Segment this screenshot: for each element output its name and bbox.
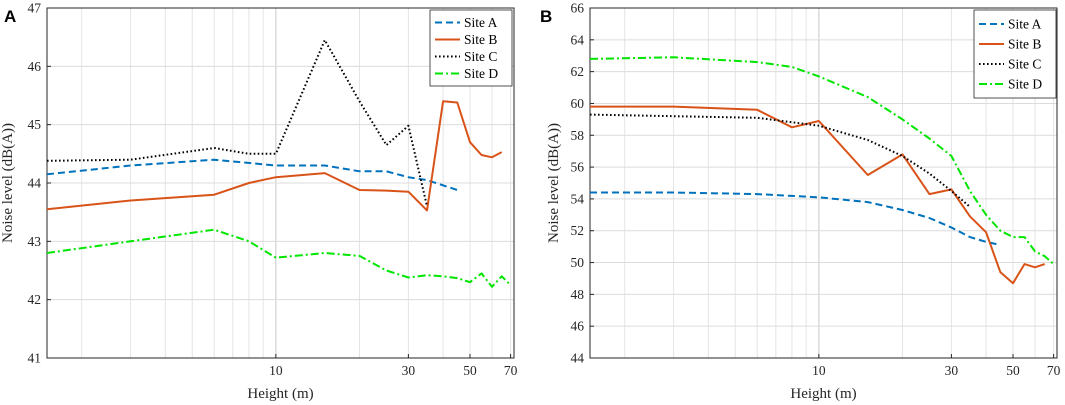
series-line-site-c (47, 39, 428, 207)
legend-label: Site D (464, 66, 498, 81)
series-line-site-d (47, 228, 512, 288)
legend: Site A Site B Site C Site D (973, 9, 1057, 99)
y-tick-label: 52 (571, 223, 585, 238)
legend-label: Site C (1008, 57, 1041, 72)
y-tick-label: 64 (571, 32, 585, 47)
series-line-site-c (590, 113, 971, 208)
y-tick-label: 46 (571, 319, 585, 334)
y-tick-label: 60 (571, 96, 585, 111)
x-tick-label: 30 (402, 363, 416, 378)
series-line-site-b (47, 100, 503, 212)
y-tick-label: 58 (571, 128, 585, 143)
y-tick-label: 45 (28, 117, 42, 132)
y-tick-label: 54 (571, 191, 585, 206)
x-tick-label: 70 (504, 363, 518, 378)
y-tick-label: 62 (571, 64, 585, 79)
legend-label: Site A (1008, 17, 1042, 32)
x-tick-label: 50 (1006, 363, 1020, 378)
legend-label: Site D (1008, 77, 1042, 92)
y-tick-label: 66 (571, 1, 585, 16)
y-tick-label: 48 (571, 287, 585, 302)
x-tick-label: 50 (463, 363, 477, 378)
y-tick-label: 44 (28, 176, 42, 191)
y-tick-label: 44 (571, 351, 585, 366)
legend: Site A Site B Site C Site D (429, 9, 513, 87)
y-tick-label: 41 (28, 351, 42, 366)
y-tick-label: 46 (28, 59, 42, 74)
series-line-site-d (590, 56, 1055, 265)
panel-letter: A (4, 7, 16, 26)
series-line-site-b (590, 105, 1046, 285)
y-tick-label: 50 (571, 255, 585, 270)
x-axis-label: Height (m) (790, 386, 856, 402)
axes-box (589, 7, 1058, 359)
y-tick-label: 47 (28, 1, 42, 16)
y-tick-label: 43 (28, 234, 42, 249)
legend-box (973, 9, 1057, 99)
x-tick-label: 30 (945, 363, 959, 378)
series-line-site-a (47, 158, 458, 191)
legend-box (429, 9, 513, 87)
y-tick-label: 56 (571, 160, 585, 175)
series-line-site-a (590, 191, 1001, 246)
legend-label: Site A (464, 15, 498, 30)
series-group (590, 56, 1055, 285)
legend-label: Site B (464, 32, 497, 47)
x-axis-label: Height (m) (247, 386, 313, 402)
y-axis-label: Noise level (dB(A)) (546, 123, 562, 243)
panel-a: 41 42 43 44 45 46 47 10 30 50 70 Height (m) Noise le… (0, 1, 518, 403)
y-axis-label: Noise level (dB(A)) (0, 123, 16, 243)
series-group (47, 39, 512, 288)
panel-b: 44 46 48 50 52 54 56 58 60 62 64 66 10 30 50 70 Height (… (540, 1, 1061, 403)
legend-label: Site B (1008, 37, 1041, 52)
legend-label: Site C (464, 49, 497, 64)
x-tick-label: 10 (269, 363, 283, 378)
y-tick-label: 42 (28, 292, 42, 307)
x-tick-label: 10 (812, 363, 826, 378)
x-tick-label: 70 (1047, 363, 1061, 378)
panel-letter: B (540, 7, 552, 26)
